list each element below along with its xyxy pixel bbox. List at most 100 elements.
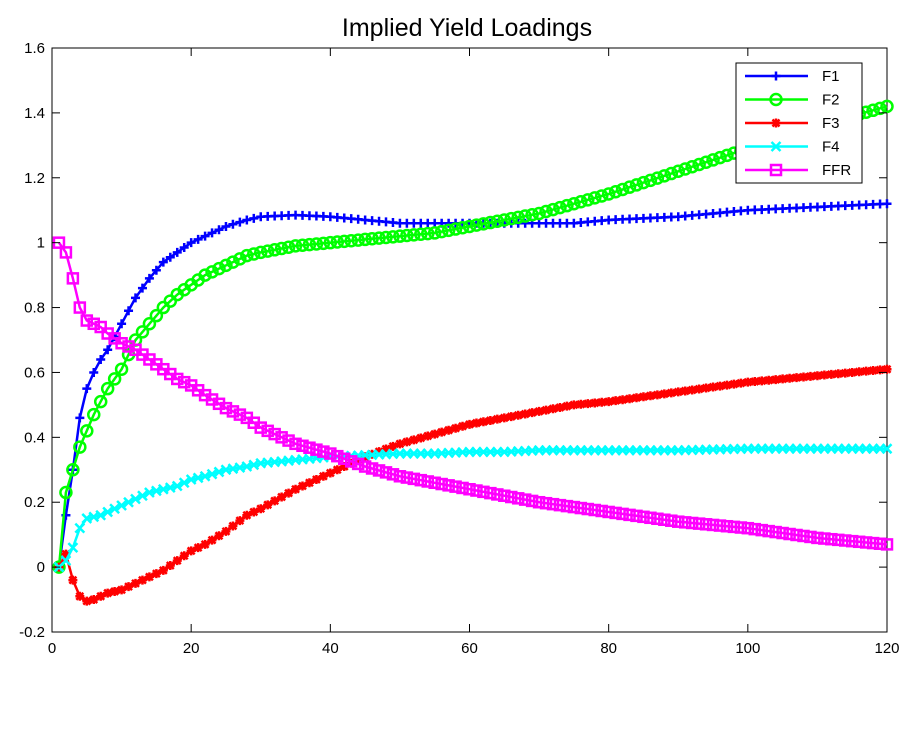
data-point [469,218,484,232]
data-point [89,367,99,377]
data-point [790,528,803,542]
data-point [485,415,495,425]
data-point [741,521,755,535]
data-point [562,401,572,411]
data-point [172,247,182,257]
data-point [513,410,523,420]
data-point [151,265,161,275]
data-point [882,199,892,209]
data-point [254,245,268,260]
data-point [875,365,885,375]
data-point [859,536,873,549]
data-point [539,204,553,219]
chart-title: Implied Yield Loadings [342,14,592,42]
data-point [672,515,685,528]
data-point [122,340,135,353]
data-point [720,519,734,533]
data-point [616,507,629,521]
data-point [247,247,261,261]
data-point [632,393,641,403]
data-point [553,498,567,512]
data-point [462,219,477,234]
x-tick-label: 20 [183,640,200,657]
data-point [854,367,864,377]
data-point [783,527,796,541]
data-point [117,319,127,329]
data-point [505,490,518,504]
data-point [588,191,602,205]
data-point [407,228,421,242]
y-tick-label: 1.4 [24,105,45,122]
data-point [332,465,342,475]
data-point [89,595,99,605]
data-point [68,575,78,585]
data-point [186,238,196,248]
x-axis: 0 20 40 60 80 100 120 [48,48,900,657]
data-point [114,362,129,376]
data-point [778,374,788,384]
data-point [458,421,468,431]
data-point [60,555,72,567]
data-point [776,526,789,540]
data-point [873,537,887,551]
data-point [602,505,615,519]
data-point [221,526,231,536]
data-point [757,376,767,386]
y-tick-label: 0.4 [24,429,45,446]
data-point [678,162,692,176]
data-point [358,232,372,247]
data-point [555,402,565,412]
data-point [609,506,622,520]
legend-label: FFR [822,162,851,179]
data-point [792,373,802,383]
data-point [866,103,880,118]
data-point [449,480,462,493]
data-point [680,386,690,396]
data-point [212,261,226,276]
data-point [687,385,697,395]
data-point [303,441,316,454]
data-point [421,475,434,488]
data-point [240,248,254,263]
data-point [67,542,79,554]
data-point [699,155,713,169]
data-point [131,293,140,303]
data-point [629,178,644,192]
data-point [137,283,147,293]
data-point [715,381,725,391]
data-point [256,504,266,514]
data-point [206,468,218,480]
y-tick-label: 0 [37,559,45,576]
data-point [277,492,287,502]
data-point [103,588,113,598]
data-point [235,217,245,227]
data-point [484,486,497,500]
data-point [358,460,372,473]
data-point [630,509,643,523]
y-tick-label: 0.2 [24,494,45,511]
data-point [344,455,358,468]
data-point [330,235,345,249]
data-point [351,457,365,471]
data-point [636,175,651,190]
data-point [435,477,448,491]
legend-marker [769,92,783,107]
data-point [826,369,836,379]
data-point [144,572,154,582]
data-point [261,424,274,438]
data-point [393,229,407,243]
data-point [374,447,384,457]
data-point [764,375,774,385]
data-point [588,503,601,517]
data-point [847,367,857,377]
x-tick-label: 120 [874,640,899,657]
data-point [75,413,85,423]
data-point [263,500,273,510]
data-point [80,314,94,327]
data-point [372,231,386,245]
data-point [833,369,843,379]
data-point [657,169,672,183]
data-point [548,404,558,414]
data-point [351,233,365,247]
data-point [226,405,240,418]
